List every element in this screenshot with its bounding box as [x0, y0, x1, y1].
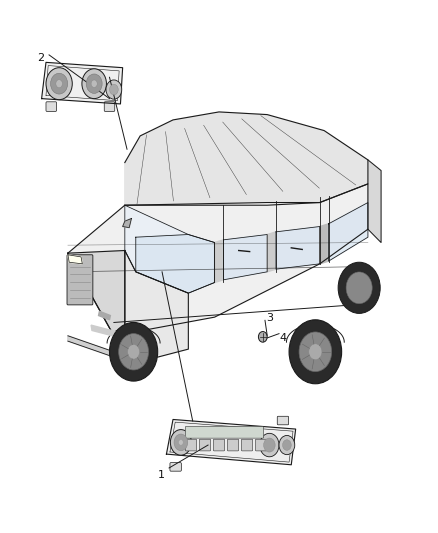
Polygon shape	[123, 219, 131, 228]
Text: 2: 2	[37, 53, 44, 62]
Text: 4: 4	[279, 333, 286, 343]
Polygon shape	[125, 112, 368, 205]
Polygon shape	[91, 325, 123, 338]
Text: 1: 1	[158, 471, 165, 480]
FancyBboxPatch shape	[185, 426, 264, 438]
Circle shape	[309, 344, 322, 360]
FancyBboxPatch shape	[199, 439, 211, 451]
Circle shape	[56, 80, 62, 88]
Circle shape	[346, 272, 372, 304]
Circle shape	[289, 320, 342, 384]
Circle shape	[279, 435, 295, 455]
Circle shape	[179, 440, 183, 445]
Polygon shape	[215, 240, 223, 282]
Polygon shape	[136, 235, 215, 293]
Circle shape	[110, 322, 158, 381]
Circle shape	[258, 332, 267, 342]
FancyBboxPatch shape	[227, 439, 239, 451]
Circle shape	[110, 84, 118, 95]
FancyBboxPatch shape	[277, 416, 289, 425]
Circle shape	[299, 332, 332, 372]
Circle shape	[264, 438, 275, 452]
Circle shape	[174, 434, 188, 451]
Polygon shape	[223, 235, 267, 280]
Circle shape	[127, 344, 140, 359]
FancyBboxPatch shape	[67, 255, 93, 305]
Polygon shape	[320, 224, 328, 264]
Polygon shape	[328, 203, 368, 261]
Circle shape	[86, 74, 102, 93]
FancyBboxPatch shape	[185, 439, 197, 451]
Circle shape	[91, 80, 97, 87]
Polygon shape	[125, 251, 188, 357]
Circle shape	[50, 74, 67, 94]
Circle shape	[283, 440, 291, 450]
Circle shape	[170, 430, 191, 455]
Polygon shape	[99, 311, 110, 320]
Polygon shape	[276, 227, 320, 269]
Polygon shape	[267, 232, 276, 272]
Polygon shape	[42, 62, 123, 104]
FancyBboxPatch shape	[170, 463, 181, 471]
Text: 3: 3	[266, 313, 273, 322]
Polygon shape	[166, 419, 296, 465]
Circle shape	[82, 69, 106, 99]
FancyBboxPatch shape	[241, 439, 253, 451]
Circle shape	[260, 433, 279, 457]
Polygon shape	[68, 184, 368, 336]
Polygon shape	[68, 255, 82, 264]
Polygon shape	[125, 205, 215, 293]
Circle shape	[46, 68, 72, 100]
Polygon shape	[368, 160, 381, 243]
Circle shape	[338, 262, 380, 313]
Polygon shape	[68, 336, 114, 357]
FancyBboxPatch shape	[104, 102, 115, 111]
FancyBboxPatch shape	[46, 102, 57, 111]
Polygon shape	[68, 251, 125, 341]
FancyBboxPatch shape	[255, 439, 267, 451]
FancyBboxPatch shape	[213, 439, 225, 451]
Circle shape	[106, 80, 122, 99]
Circle shape	[119, 334, 148, 370]
